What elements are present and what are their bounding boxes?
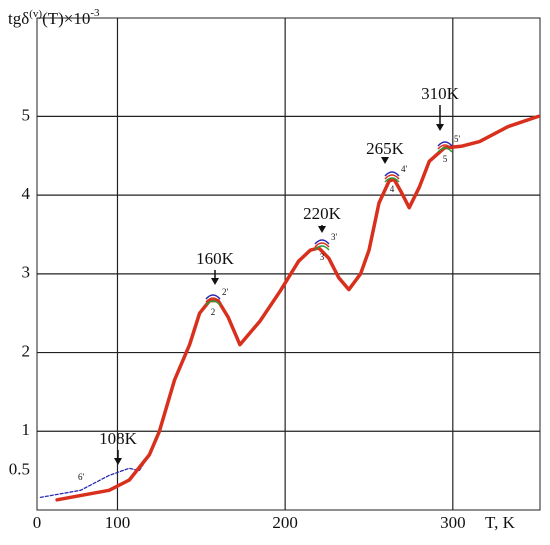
y-tick-label: 0.5 xyxy=(9,460,30,479)
peak-label: 2' xyxy=(222,287,229,297)
peak-label: 4 xyxy=(390,184,395,194)
peak-label: 3 xyxy=(320,252,325,262)
origin-label: 0 xyxy=(33,513,42,532)
peak-label: 3' xyxy=(331,232,338,242)
x-tick-label: 100 xyxy=(105,513,131,532)
peak-arc xyxy=(314,245,330,251)
annotation: 220K xyxy=(303,204,342,223)
series-line xyxy=(55,114,541,502)
peak-arc xyxy=(205,294,221,300)
annotation: 310K xyxy=(421,84,460,103)
y-label-part: tgδ xyxy=(8,9,29,28)
peak-label: 4' xyxy=(401,164,408,174)
annotation: 160K xyxy=(196,249,235,268)
peak-arc xyxy=(314,239,330,245)
arrow-head xyxy=(114,458,122,465)
y-tick-label: 1 xyxy=(22,420,31,439)
peak-arc xyxy=(437,147,453,153)
y-tick-label: 5 xyxy=(22,105,31,124)
y-tick-label: 2 xyxy=(22,341,31,360)
peak-arc xyxy=(384,177,400,183)
peak-arc xyxy=(437,144,453,150)
annotation: 108K xyxy=(99,429,138,448)
y-axis-label: tgδ(v)(T)×10-3 xyxy=(8,7,100,28)
peak-arc xyxy=(384,174,400,180)
y-label-part: -3 xyxy=(90,7,100,19)
y-tick-label: 4 xyxy=(22,184,31,203)
peak-label: 2 xyxy=(211,307,216,317)
peak-arc xyxy=(205,300,221,306)
arrow-head xyxy=(436,124,444,131)
peak-label: 5 xyxy=(443,154,448,164)
peak-label: 5' xyxy=(454,134,461,144)
arrow-head xyxy=(381,157,389,164)
peak-arc xyxy=(384,171,400,177)
peak-arc xyxy=(205,297,221,303)
arrow-head xyxy=(211,278,219,285)
series-label: 6' xyxy=(78,472,85,482)
annotation: 265K xyxy=(366,139,405,158)
x-tick-label: 200 xyxy=(272,513,298,532)
y-label-part: (v) xyxy=(29,8,42,20)
peak-arc xyxy=(314,242,330,248)
y-tick-label: 3 xyxy=(22,263,31,282)
peak-arc xyxy=(437,141,453,147)
x-tick-label: 300 xyxy=(440,513,466,532)
arrow-head xyxy=(318,226,326,233)
x-axis-label: T, K xyxy=(485,513,516,532)
plot-frame xyxy=(36,17,541,511)
